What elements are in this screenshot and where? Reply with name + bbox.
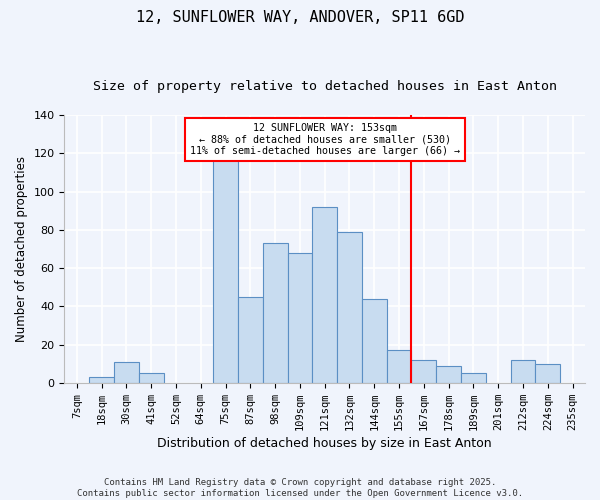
Text: Contains HM Land Registry data © Crown copyright and database right 2025.
Contai: Contains HM Land Registry data © Crown c… [77,478,523,498]
Bar [461,374,486,383]
Bar [436,366,461,383]
Bar [238,296,263,383]
Bar [263,243,287,383]
Bar [511,360,535,383]
Bar [287,252,313,383]
Bar [89,377,114,383]
Bar [213,159,238,383]
Bar [337,232,362,383]
Text: 12 SUNFLOWER WAY: 153sqm
← 88% of detached houses are smaller (530)
11% of semi-: 12 SUNFLOWER WAY: 153sqm ← 88% of detach… [190,122,460,156]
Bar [139,374,164,383]
Text: 12, SUNFLOWER WAY, ANDOVER, SP11 6GD: 12, SUNFLOWER WAY, ANDOVER, SP11 6GD [136,10,464,25]
Bar [386,350,412,383]
Bar [313,207,337,383]
Bar [412,360,436,383]
Bar [114,362,139,383]
X-axis label: Distribution of detached houses by size in East Anton: Distribution of detached houses by size … [157,437,492,450]
Bar [535,364,560,383]
Title: Size of property relative to detached houses in East Anton: Size of property relative to detached ho… [93,80,557,93]
Bar [362,298,386,383]
Y-axis label: Number of detached properties: Number of detached properties [15,156,28,342]
